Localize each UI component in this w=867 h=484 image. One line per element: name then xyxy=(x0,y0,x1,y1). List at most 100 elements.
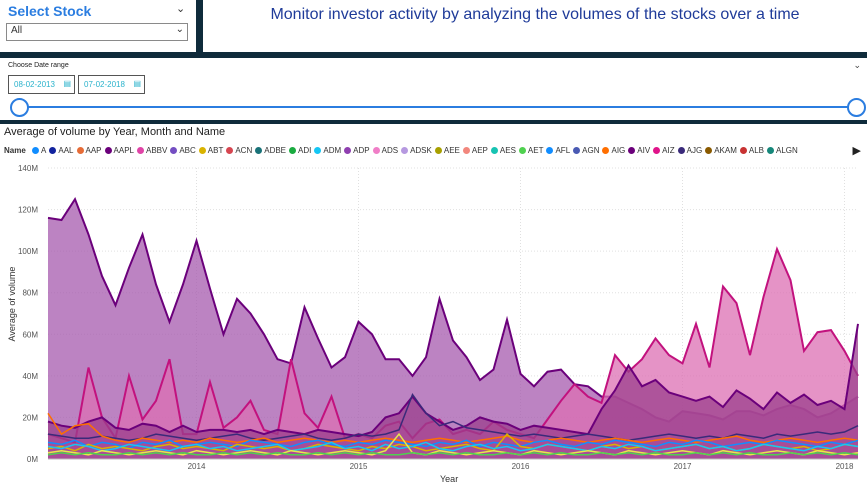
legend-label: AIV xyxy=(637,146,651,155)
legend-item-agn[interactable]: AGN xyxy=(573,146,599,155)
stock-slicer: Select Stock ⌄ All ⌄ xyxy=(0,0,196,52)
legend-item-aiv[interactable]: AIV xyxy=(628,146,650,155)
legend-label: AET xyxy=(527,146,544,155)
legend-item-akam[interactable]: AKAM xyxy=(705,146,737,155)
legend-item-aap[interactable]: AAP xyxy=(76,146,102,155)
legend-item-alb[interactable]: ALB xyxy=(739,146,764,155)
legend-dot xyxy=(49,147,57,154)
legend-label: ACN xyxy=(235,146,253,155)
y-tick-label: 40M xyxy=(22,372,38,381)
legend-item-abbv[interactable]: ABBV xyxy=(136,146,167,155)
series-line-aet[interactable] xyxy=(47,452,859,456)
legend-dot xyxy=(170,147,178,154)
legend-dot xyxy=(255,147,263,154)
date-slider-track[interactable] xyxy=(18,106,856,108)
legend-dot xyxy=(546,147,554,154)
calendar-icon[interactable]: ▤ xyxy=(133,79,141,88)
legend-label: ADS xyxy=(381,146,399,155)
date-slider-end-handle[interactable] xyxy=(847,98,866,117)
page-title: Monitor investor activity by analyzing t… xyxy=(270,6,800,23)
legend-dot xyxy=(518,147,526,154)
legend-dot xyxy=(739,147,747,154)
legend-title: Name xyxy=(4,146,26,155)
legend-item-aep[interactable]: AEP xyxy=(462,146,488,155)
legend-item-algn[interactable]: ALGN xyxy=(766,146,798,155)
legend-item-aee[interactable]: AEE xyxy=(434,146,460,155)
series-area-aapl xyxy=(48,199,858,459)
calendar-icon[interactable]: ▤ xyxy=(63,79,71,88)
legend-dot xyxy=(289,147,297,154)
chevron-down-icon[interactable]: ⌄ xyxy=(176,3,186,15)
series-line-aig[interactable] xyxy=(47,412,859,444)
legend-item-aet[interactable]: AET xyxy=(518,146,544,155)
legend-item-abc[interactable]: ABC xyxy=(170,146,196,155)
legend-item-aapl[interactable]: AAPL xyxy=(104,146,134,155)
x-tick-label: 2015 xyxy=(350,462,368,471)
legend-next-arrow-icon[interactable]: ▶ xyxy=(852,145,861,157)
legend-item-adp[interactable]: ADP xyxy=(344,146,370,155)
legend-dot xyxy=(602,147,610,154)
legend-item-ajg[interactable]: AJG xyxy=(677,146,702,155)
legend-dot xyxy=(677,147,685,154)
legend-item-aal[interactable]: AAL xyxy=(49,146,74,155)
x-tick-label: 2017 xyxy=(674,462,692,471)
legend-label: AIG xyxy=(611,146,626,155)
legend-dot xyxy=(434,147,442,154)
legend-label: AAP xyxy=(85,146,102,155)
series-line-aee[interactable] xyxy=(47,432,859,456)
legend-dot xyxy=(372,147,380,154)
series-line-adm[interactable] xyxy=(47,441,859,452)
start-date-value: 08-02-2013 xyxy=(14,80,55,89)
legend-dot xyxy=(462,147,470,154)
date-range-label: Choose Date range xyxy=(8,62,69,69)
start-date-field[interactable]: 08-02-2013 ▤ xyxy=(8,75,75,94)
stock-dropdown[interactable]: All ⌄ xyxy=(6,23,188,41)
legend-item-ads[interactable]: ADS xyxy=(372,146,399,155)
legend-label: AIZ xyxy=(662,146,675,155)
x-tick-label: 2014 xyxy=(188,462,206,471)
stock-dropdown-value: All xyxy=(11,25,23,36)
legend-item-aig[interactable]: AIG xyxy=(602,146,625,155)
legend-item-aiz[interactable]: AIZ xyxy=(653,146,675,155)
y-tick-label: 80M xyxy=(22,289,38,298)
legend-dot xyxy=(344,147,352,154)
area-chart: 0M 20M 40M 60M 80M 100M 120M 140M 2014 2015 2016 20… xyxy=(18,164,859,471)
x-tick-label: 2018 xyxy=(836,462,854,471)
legend-item-adi[interactable]: ADI xyxy=(289,146,311,155)
end-date-value: 07-02-2018 xyxy=(84,80,125,89)
legend-item-adbe[interactable]: ADBE xyxy=(255,146,286,155)
legend-item-adsk[interactable]: ADSK xyxy=(401,146,432,155)
legend-item-abt[interactable]: ABT xyxy=(198,146,223,155)
legend-dot xyxy=(76,147,84,154)
legend-dot xyxy=(198,147,206,154)
legend-label: AFL xyxy=(555,146,571,155)
legend-label: ADM xyxy=(323,146,342,155)
legend-label: ALB xyxy=(748,146,764,155)
legend-label: ADI xyxy=(298,146,312,155)
legend-label: ADBE xyxy=(264,146,287,155)
y-tick-label: 60M xyxy=(22,330,38,339)
chevron-down-icon[interactable]: ⌄ xyxy=(853,60,861,70)
legend-label: ADP xyxy=(353,146,370,155)
legend-label: AGN xyxy=(582,146,600,155)
legend-label: ADSK xyxy=(410,146,432,155)
series-line-abbv[interactable] xyxy=(47,323,859,438)
y-tick-label: 0M xyxy=(27,455,38,464)
legend-label: AKAM xyxy=(714,146,737,155)
end-date-field[interactable]: 07-02-2018 ▤ xyxy=(78,75,145,94)
date-slider-start-handle[interactable] xyxy=(10,98,29,117)
legend-dot xyxy=(705,147,713,154)
legend-dot xyxy=(136,147,144,154)
chart-legend: Name A AAL AAP AAPL ABBV ABC ABT ACN ADBE ADI ADM A… xyxy=(4,146,801,158)
legend-dot xyxy=(401,147,409,154)
date-range-slicer: Choose Date range ⌄ 08-02-2013 ▤ 07-02-2… xyxy=(0,58,867,120)
legend-item-a[interactable]: A xyxy=(32,146,46,155)
chart-title: Average of volume by Year, Month and Nam… xyxy=(4,126,226,138)
legend-dot xyxy=(490,147,498,154)
legend-item-acn[interactable]: ACN xyxy=(226,146,252,155)
legend-item-adm[interactable]: ADM xyxy=(314,146,341,155)
legend-item-aes[interactable]: AES xyxy=(490,146,516,155)
legend-label: A xyxy=(41,146,47,155)
legend-item-afl[interactable]: AFL xyxy=(546,146,570,155)
legend-label: AEE xyxy=(443,146,460,155)
